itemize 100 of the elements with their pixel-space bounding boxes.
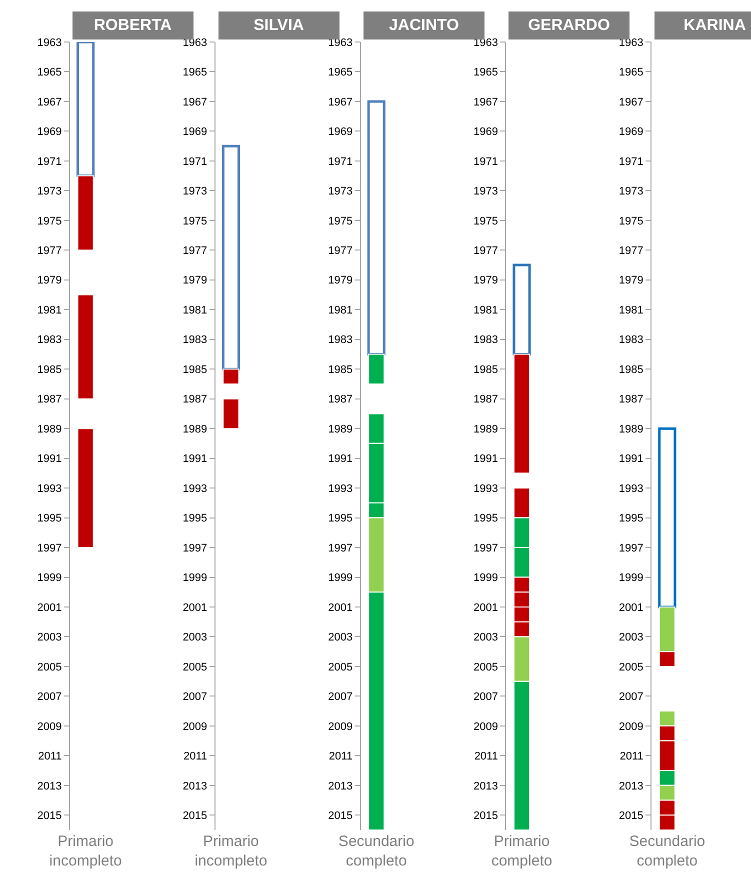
y-tick-label: 2015	[328, 810, 353, 822]
y-tick-label: 1989	[182, 423, 208, 436]
y-tick-label: 1997	[182, 542, 208, 554]
y-tick-label: 1977	[37, 245, 62, 257]
y-tick-label: 2011	[474, 750, 498, 763]
y-tick-label: 1967	[182, 96, 208, 108]
chart-title: KARINA	[684, 17, 746, 34]
y-tick-label: 1971	[328, 156, 353, 168]
y-tick-label: 2003	[618, 632, 644, 644]
y-tick-label: 1999	[618, 572, 644, 584]
y-tick-label: 1979	[474, 274, 498, 287]
y-tick-label: 2005	[328, 661, 353, 674]
y-tick-label: 1983	[37, 334, 62, 346]
y-tick-label: 2013	[474, 780, 498, 792]
bar	[222, 398, 240, 430]
y-tick-label: 1973	[182, 186, 208, 198]
y-tick-label: 2003	[328, 632, 353, 644]
x-tick-label: Secundario completo	[338, 833, 414, 870]
y-tick-label: 1967	[37, 96, 62, 108]
y-tick-label: 1991	[37, 453, 62, 466]
y-tick-label: 2015	[618, 810, 644, 822]
y-tick-label: 1989	[618, 423, 644, 436]
y-tick-label: 2007	[182, 691, 208, 704]
y-tick-label: 1999	[182, 572, 208, 584]
y-tick-label: 2009	[37, 720, 62, 733]
y-tick-label: 2011	[328, 750, 353, 763]
y-tick-label: 2005	[618, 661, 644, 674]
y-tick-label: 1969	[328, 126, 353, 138]
y-tick-label: 1999	[328, 572, 353, 584]
y-tick-label: 1993	[474, 482, 498, 495]
y-tick-label: 1971	[474, 156, 498, 168]
y-tick-label: 1969	[37, 126, 62, 138]
y-tick-label: 2007	[328, 691, 353, 704]
y-tick-label: 2001	[182, 602, 208, 614]
y-tick-label: 1973	[474, 186, 498, 198]
y-tick-label: 1973	[37, 186, 62, 198]
y-tick-label: 1995	[618, 512, 644, 525]
y-tick-label: 2009	[328, 720, 353, 733]
y-tick-label: 1983	[182, 334, 208, 346]
x-tick-label: Primario completo	[491, 833, 552, 870]
y-tick-label: 2005	[182, 661, 208, 674]
y-tick-label: 1985	[182, 364, 208, 376]
y-tick-label: 1973	[618, 186, 644, 198]
y-tick-label: 2015	[182, 810, 208, 822]
y-tick-label: 1979	[328, 274, 353, 287]
y-tick-label: 2005	[474, 661, 498, 674]
y-tick-label: 1981	[328, 304, 353, 316]
y-tick-label: 1997	[328, 542, 353, 554]
y-tick-label: 2007	[474, 691, 498, 704]
y-tick-label: 2005	[37, 661, 62, 674]
y-tick-label: 2003	[182, 632, 208, 644]
y-tick-label: 2001	[474, 602, 498, 614]
y-tick-label: 1973	[328, 186, 353, 198]
y-tick-label: 2011	[620, 750, 644, 763]
y-tick-label: 1999	[37, 572, 62, 584]
y-tick-label: 1977	[618, 245, 644, 257]
y-tick-label: 2011	[38, 750, 62, 763]
y-tick-label: 2007	[618, 691, 644, 704]
y-tick-label: 1997	[37, 542, 62, 554]
y-tick-label: 1975	[182, 215, 208, 228]
y-tick-label: 1983	[474, 334, 498, 346]
bar	[77, 428, 94, 548]
y-tick-label: 1967	[474, 96, 498, 108]
y-tick-label: 1987	[474, 394, 498, 406]
y-tick-label: 2013	[182, 780, 208, 792]
y-tick-label: 1983	[328, 334, 353, 346]
y-tick-label: 2009	[182, 720, 208, 733]
y-tick-label: 1981	[182, 304, 208, 316]
y-tick-label: 1991	[328, 453, 353, 466]
y-tick-label: 2009	[618, 720, 644, 733]
y-tick-label: 1999	[474, 572, 498, 584]
y-tick-label: 1969	[474, 126, 498, 138]
y-tick-label: 1991	[618, 453, 644, 466]
y-tick-label: 1991	[474, 453, 498, 466]
y-tick-label: 1981	[474, 304, 498, 316]
y-tick-label: 1977	[182, 245, 208, 257]
y-tick-label: 1979	[37, 274, 62, 287]
y-tick-label: 1969	[182, 126, 208, 138]
y-tick-label: 2013	[618, 780, 644, 792]
y-tick-label: 2003	[37, 632, 62, 644]
bar	[77, 294, 94, 400]
y-tick-label: 1985	[474, 364, 498, 376]
y-tick-label: 1987	[618, 394, 644, 406]
y-tick-label: 1963	[37, 36, 62, 49]
y-tick-label: 2013	[37, 780, 62, 792]
y-tick-label: 1993	[182, 482, 208, 495]
y-tick-label: 2015	[474, 810, 498, 822]
y-tick-label: 1993	[618, 482, 644, 495]
y-tick-label: 1985	[618, 364, 644, 376]
y-tick-label: 2009	[474, 720, 498, 733]
chart-title: GERARDO	[528, 17, 610, 34]
y-tick-label: 1981	[618, 304, 644, 316]
y-tick-label: 1985	[328, 364, 353, 376]
y-tick-label: 1971	[618, 156, 644, 168]
y-tick-label: 1965	[618, 66, 644, 79]
y-tick-label: 2013	[328, 780, 353, 792]
y-tick-label: 1965	[37, 66, 62, 79]
y-tick-label: 1989	[474, 423, 498, 436]
x-tick-label: Secundario completo	[629, 833, 706, 870]
y-tick-label: 1975	[618, 215, 644, 228]
